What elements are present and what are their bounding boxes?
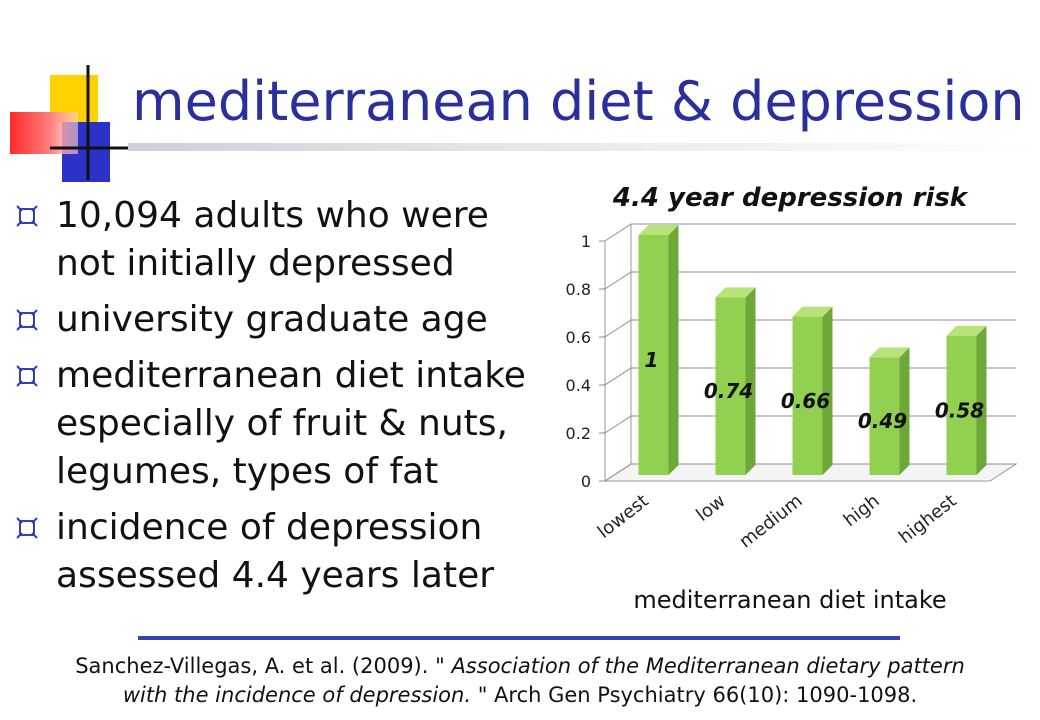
bar — [792, 316, 823, 475]
bullet-line: 10,094 adults who were — [56, 195, 489, 236]
x-axis-label: mediterranean diet intake — [633, 586, 946, 614]
data-label: 0.49 — [858, 409, 907, 433]
bullet-line: assessed 4.4 years later — [56, 555, 495, 596]
bar-chart: 4.4 year depression risk 0 0.2 0.4 0.6 0.8 1 1 l… — [566, 183, 1018, 614]
data-label: 0.66 — [781, 389, 830, 413]
bar — [715, 297, 746, 475]
data-label: 1 — [645, 348, 659, 372]
bar-top — [715, 287, 756, 298]
data-label: 0.58 — [935, 398, 984, 422]
bar-top — [792, 306, 833, 317]
citation-title-part-2: with the incidence of depression. — [122, 683, 472, 707]
citation-line-2: with the incidence of depression. " Arch… — [0, 681, 1040, 710]
citation: Sanchez-Villegas, A. et al. (2009). " As… — [0, 652, 1040, 710]
y-tick-label: 0.2 — [566, 424, 591, 443]
slide-title: mediterranean diet & depression — [132, 70, 1025, 133]
x-tick-label: high — [840, 490, 884, 531]
fancy-square-bullet-icon — [16, 309, 38, 331]
bullet-line: mediterranean diet intake — [56, 355, 526, 396]
color-squares-logo-icon — [10, 65, 140, 182]
bullet-line: legumes, types of fat — [56, 451, 439, 492]
bullet-line: incidence of depression — [56, 507, 483, 548]
y-tick-label: 0 — [581, 472, 591, 491]
bar-side — [899, 347, 910, 475]
fancy-square-bullet-icon — [16, 517, 38, 539]
bar — [638, 235, 669, 475]
bullet-list: 10,094 adults who were not initially dep… — [16, 192, 556, 608]
fancy-square-bullet-icon — [16, 205, 38, 227]
bullet-item: 10,094 adults who were not initially dep… — [16, 192, 556, 288]
citation-line-1: Sanchez-Villegas, A. et al. (2009). " As… — [0, 652, 1040, 681]
bullet-line: university graduate age — [56, 299, 488, 340]
citation-journal: " Arch Gen Psychiatry 66(10): 1090-1098. — [471, 683, 918, 707]
x-tick-label: lowest — [594, 490, 653, 542]
bullet-line: not initially depressed — [56, 243, 455, 284]
gridline — [604, 223, 1016, 242]
bar — [946, 335, 977, 475]
y-tick-label: 0.4 — [566, 376, 591, 395]
bullet-item: university graduate age — [16, 296, 556, 344]
bar-side — [668, 225, 679, 475]
y-tick-label: 0.6 — [566, 328, 591, 347]
bar-top — [946, 325, 987, 336]
bullet-item: incidence of depression assessed 4.4 yea… — [16, 504, 556, 600]
x-tick-label: low — [692, 490, 729, 525]
gridline — [604, 271, 1016, 290]
chart-title: 4.4 year depression risk — [612, 183, 969, 213]
bar-side — [745, 287, 756, 475]
bullet-item: mediterranean diet intake especially of … — [16, 352, 556, 496]
bar-side — [976, 325, 987, 475]
x-tick-label: highest — [895, 490, 961, 548]
fancy-square-bullet-icon — [16, 365, 38, 387]
gridline — [604, 319, 1016, 338]
title-underline — [128, 143, 1040, 151]
citation-title-part-1: " Association of the Mediterranean dieta… — [435, 654, 965, 678]
data-label: 0.74 — [704, 379, 753, 403]
bar-top — [638, 225, 679, 235]
x-tick-label: medium — [735, 490, 806, 552]
bullet-line: especially of fruit & nuts, — [56, 403, 508, 444]
citation-authors: Sanchez-Villegas, A. et al. (2009). — [75, 654, 436, 678]
bar-side — [822, 306, 833, 475]
y-tick-label: 0.8 — [566, 280, 591, 299]
bar-top — [869, 347, 910, 358]
bottom-divider — [138, 636, 900, 640]
y-tick-label: 1 — [581, 232, 591, 251]
bar — [869, 357, 900, 475]
